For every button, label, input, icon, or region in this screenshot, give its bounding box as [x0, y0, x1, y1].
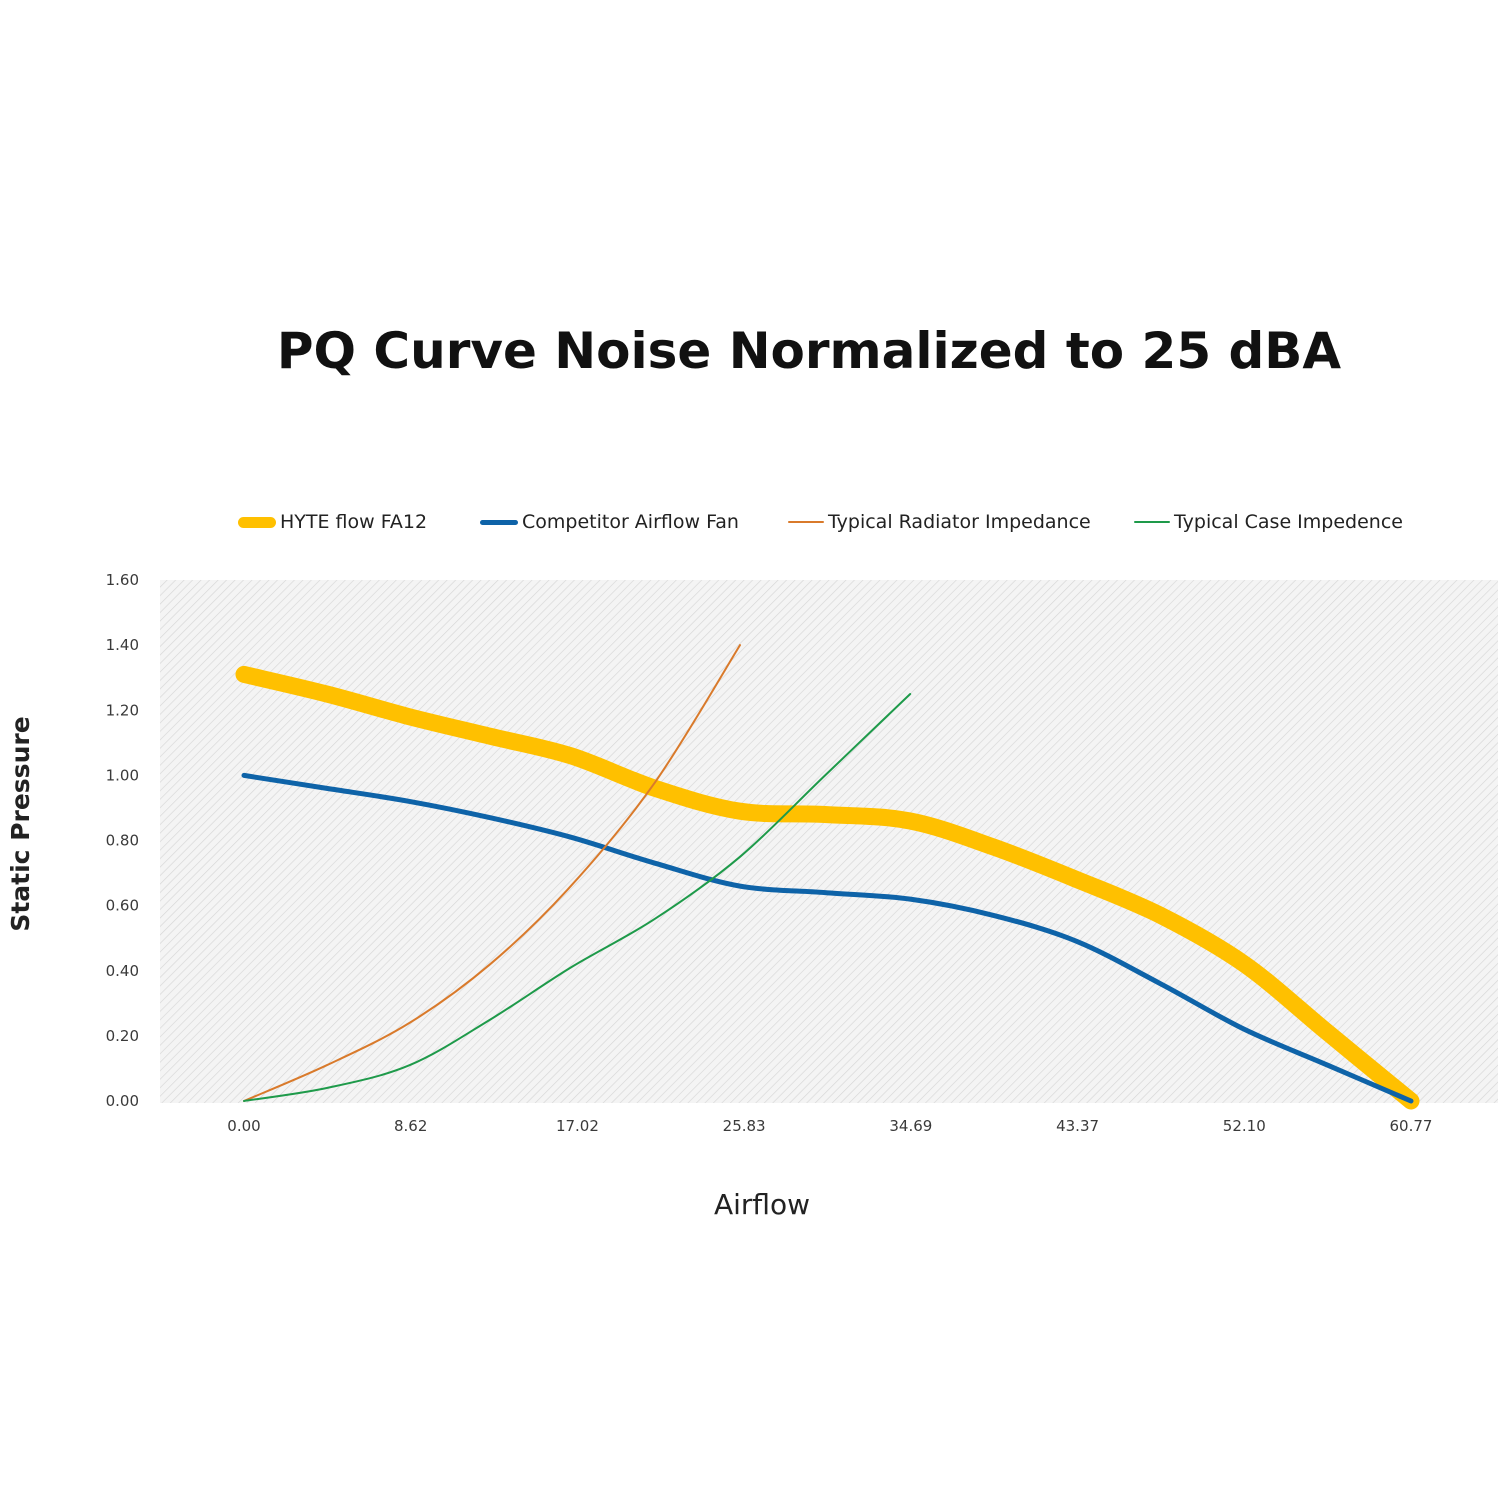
legend-item-radiator: Typical Radiator Impedance — [788, 506, 1091, 538]
x-tick-label: 43.37 — [1056, 1117, 1099, 1135]
y-tick-label: 1.40 — [106, 636, 139, 654]
series-line-typical-radiator-impedance — [243, 644, 741, 1102]
legend-swatch-case — [1134, 521, 1170, 523]
legend-swatch-competitor — [480, 519, 518, 525]
x-tick-label: 34.69 — [889, 1117, 932, 1135]
y-tick-label: 0.80 — [106, 832, 139, 850]
series-lines — [235, 644, 1420, 1110]
y-axis-title: Static Pressure — [6, 716, 35, 932]
x-tick-label: 8.62 — [394, 1117, 427, 1135]
y-tick-label: 0.60 — [106, 897, 139, 915]
legend: HYTE flow FA12 Competitor Airflow Fan Ty… — [0, 506, 1500, 538]
legend-item-hyte: HYTE flow FA12 — [238, 506, 427, 538]
x-axis-title: Airflow — [713, 1188, 811, 1221]
legend-label-case: Typical Case Impedence — [1174, 511, 1403, 533]
series-line-hyte-flow-fa12 — [235, 665, 1420, 1110]
y-tick-label: 1.60 — [106, 571, 139, 589]
legend-swatch-radiator — [788, 521, 824, 523]
series-line-competitor-airflow-fan — [241, 772, 1414, 1104]
x-axis-ticks: 0.00 8.62 17.02 25.83 34.69 43.37 52.10 60.77 — [227, 1117, 1432, 1135]
x-tick-label: 0.00 — [227, 1117, 260, 1135]
series-line-typical-case-impedence — [243, 693, 912, 1102]
x-tick-label: 52.10 — [1223, 1117, 1266, 1135]
y-tick-label: 1.00 — [106, 766, 139, 784]
x-tick-label: 25.83 — [723, 1117, 766, 1135]
y-axis-ticks: 0.00 0.20 0.40 0.60 0.80 1.00 1.20 1.40 1.60 — [106, 571, 139, 1110]
legend-label-competitor: Competitor Airflow Fan — [522, 511, 739, 533]
x-tick-label: 17.02 — [556, 1117, 599, 1135]
x-tick-label: 60.77 — [1390, 1117, 1433, 1135]
legend-label-hyte: HYTE flow FA12 — [280, 511, 428, 533]
y-tick-label: 0.20 — [106, 1027, 139, 1045]
plot-background — [160, 580, 1498, 1103]
legend-swatch-hyte — [238, 516, 276, 528]
y-tick-label: 1.20 — [106, 701, 139, 719]
y-tick-label: 0.00 — [106, 1092, 139, 1110]
legend-label-radiator: Typical Radiator Impedance — [828, 511, 1091, 533]
chart-title: PQ Curve Noise Normalized to 25 dBA — [276, 322, 1342, 380]
y-tick-label: 0.40 — [106, 962, 139, 980]
legend-item-case: Typical Case Impedence — [1134, 506, 1403, 538]
legend-item-competitor: Competitor Airflow Fan — [480, 506, 739, 538]
